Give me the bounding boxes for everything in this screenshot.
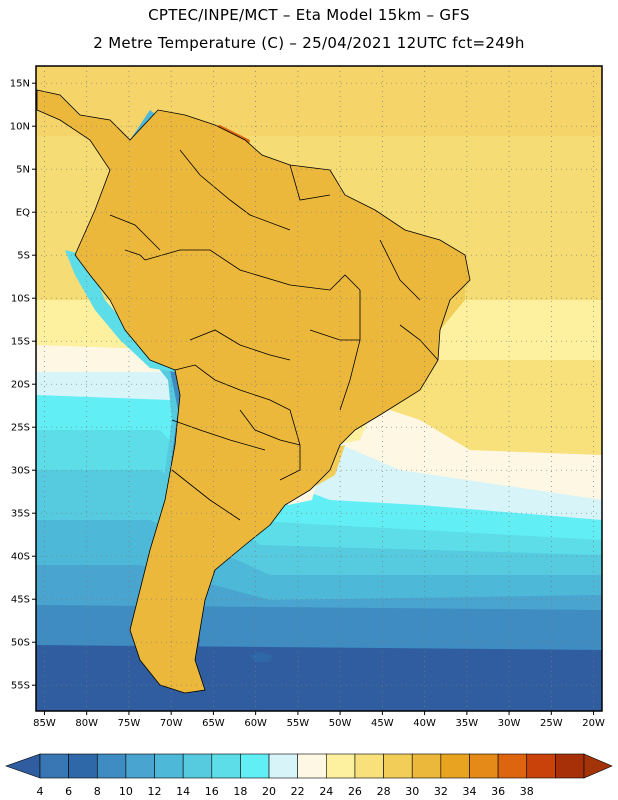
lon-tick-label: 55W [287, 718, 310, 729]
colorbar-swatch [411, 753, 442, 779]
lon-tick-label: 30W [498, 718, 521, 729]
colorbar-label: 6 [65, 785, 72, 798]
lon-tick-label: 40W [413, 718, 436, 729]
colorbar: 4 6 8 10 12 14 16 18 20 22 24 26 28 30 32 34 36 38 [5, 753, 613, 798]
colorbar-over-arrow [583, 753, 613, 779]
lon-tick-label: 65W [202, 718, 225, 729]
colorbar-swatch [211, 753, 241, 779]
lat-tick-label: 10S [11, 294, 30, 305]
colorbar-label: 8 [94, 785, 101, 798]
lat-tick-label: 10N [10, 122, 30, 133]
lon-tick-label: 70W [160, 718, 183, 729]
colorbar-swatch [125, 753, 155, 779]
colorbar-swatch [440, 753, 470, 779]
lat-tick-label: 40S [11, 552, 30, 563]
chart-title-line1: CPTEC/INPE/MCT – Eta Model 15km – GFS [148, 6, 470, 24]
colorbar-label: 20 [262, 785, 276, 798]
map-frame [35, 65, 603, 712]
lat-tick-label: 35S [11, 509, 30, 520]
lon-tick-label: 50W [329, 718, 352, 729]
colorbar-swatch [326, 753, 356, 779]
chart-title-line2: 2 Metre Temperature (C) – 25/04/2021 12U… [93, 34, 525, 52]
colorbar-swatch [268, 753, 298, 779]
lat-tick-label: 45S [11, 595, 30, 606]
colorbar-swatch [526, 753, 556, 779]
colorbar-swatch [297, 753, 327, 779]
colorbar-under-arrow [5, 753, 41, 779]
lat-tick-label: 15S [11, 337, 30, 348]
colorbar-label: 22 [291, 785, 305, 798]
lat-tick-label: 5N [16, 165, 30, 176]
colorbar-swatch [154, 753, 184, 779]
lon-tick-label: 35W [456, 718, 479, 729]
temperature-field [36, 66, 602, 711]
lat-tick-label: 20S [11, 380, 30, 391]
lon-tick-label: 60W [244, 718, 267, 729]
lat-tick-label: 30S [11, 466, 30, 477]
colorbar-label: 28 [377, 785, 391, 798]
colorbar-label: 24 [319, 785, 333, 798]
colorbar-swatch [39, 753, 69, 779]
lat-tick-label: 55S [11, 681, 30, 692]
colorbar-label: 36 [491, 785, 505, 798]
colorbar-swatch [469, 753, 499, 779]
lon-tick-label: 80W [75, 718, 98, 729]
colorbar-label: 14 [176, 785, 190, 798]
lon-tick-label: 85W [33, 718, 56, 729]
colorbar-label: 10 [119, 785, 133, 798]
colorbar-swatch [68, 753, 98, 779]
colorbar-label: 32 [434, 785, 448, 798]
lon-tick-label: 75W [118, 718, 141, 729]
colorbar-label: 12 [148, 785, 162, 798]
lon-tick-label: 20W [582, 718, 605, 729]
map-axes: 15N 10N 5N EQ 5S 10S 15S 20S 25S 30S 35S 40S 45S 50S 5… [10, 79, 605, 729]
lat-tick-label: 5S [17, 251, 30, 262]
colorbar-swatch [383, 753, 413, 779]
colorbar-swatch [96, 753, 127, 779]
colorbar-swatch [182, 753, 213, 779]
lat-tick-label: EQ [16, 208, 30, 219]
colorbar-swatch [240, 753, 270, 779]
colorbar-label: 4 [37, 785, 44, 798]
colorbar-label: 26 [348, 785, 362, 798]
lat-tick-label: 15N [10, 79, 30, 90]
colorbar-label: 38 [520, 785, 534, 798]
lat-tick-label: 25S [11, 423, 30, 434]
colorbar-label: 30 [405, 785, 419, 798]
colorbar-label: 34 [462, 785, 476, 798]
lon-tick-label: 45W [371, 718, 394, 729]
lat-tick-label: 50S [11, 638, 30, 649]
colorbar-swatch [555, 753, 585, 779]
colorbar-swatch [497, 753, 528, 779]
colorbar-swatch [354, 753, 384, 779]
colorbar-label: 16 [205, 785, 219, 798]
colorbar-label: 18 [233, 785, 247, 798]
lon-tick-label: 25W [540, 718, 563, 729]
